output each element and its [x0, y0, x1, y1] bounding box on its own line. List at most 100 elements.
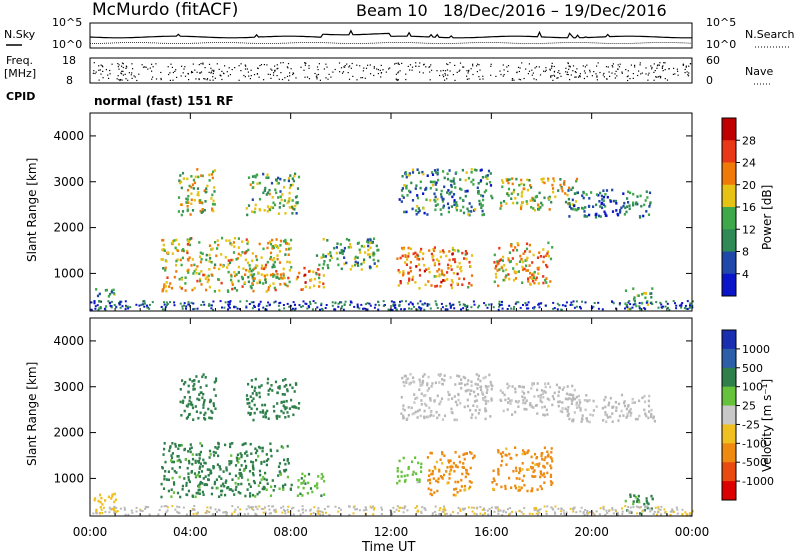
range-gate-cell: [216, 510, 218, 513]
range-gate-cell: [622, 414, 625, 417]
range-gate-cell: [619, 208, 622, 212]
range-gate-cell: [430, 413, 433, 417]
range-gate-cell: [531, 461, 534, 465]
range-gate-cell: [547, 241, 550, 245]
range-gate-cell: [430, 385, 433, 388]
range-gate-cell: [520, 178, 523, 182]
freq-point: [579, 75, 581, 77]
range-gate-cell: [176, 491, 180, 495]
range-gate-cell: [604, 205, 607, 208]
freq-point: [356, 79, 358, 81]
range-gate-cell: [452, 177, 455, 180]
freq-point: [240, 70, 242, 72]
range-gate-cell: [449, 513, 452, 516]
range-gate-cell: [550, 457, 553, 460]
range-gate-cell: [284, 240, 287, 244]
range-gate-cell: [440, 397, 444, 400]
range-gate-cell: [544, 456, 547, 459]
range-gate-cell: [476, 383, 479, 386]
range-gate-cell: [534, 278, 537, 281]
range-gate-cell: [260, 507, 263, 510]
range-gate-cell: [419, 309, 422, 311]
range-gate-cell: [459, 187, 462, 191]
range-gate-cell: [557, 394, 560, 398]
range-gate-cell: [533, 395, 536, 398]
noise-right-tick-top: 10^5: [706, 16, 736, 29]
range-gate-cell: [539, 397, 542, 400]
range-gate-cell: [292, 413, 295, 417]
range-gate-cell: [219, 468, 222, 471]
range-gate-cell: [278, 308, 281, 311]
range-gate-cell: [689, 304, 691, 307]
range-gate-cell: [282, 404, 285, 407]
range-gate-cell: [391, 513, 394, 516]
range-gate-cell: [546, 454, 549, 458]
range-gate-cell: [256, 449, 259, 452]
range-gate-cell: [545, 513, 548, 515]
range-gate-cell: [535, 276, 538, 280]
range-gate-cell: [454, 451, 457, 454]
range-gate-cell: [126, 305, 129, 308]
freq-nave-scatter: [92, 62, 692, 82]
range-gate-cell: [514, 197, 517, 200]
range-gate-cell: [611, 300, 613, 303]
range-gate-cell: [369, 238, 372, 242]
freq-point: [117, 66, 119, 68]
range-gate-cell: [205, 258, 208, 262]
range-gate-cell: [334, 505, 337, 508]
range-gate-cell: [192, 272, 195, 275]
range-gate-cell: [500, 459, 504, 463]
range-gate-cell: [512, 249, 515, 252]
range-gate-cell: [197, 511, 199, 514]
range-gate-cell: [210, 260, 213, 264]
range-gate-cell: [533, 469, 536, 472]
range-gate-cell: [490, 303, 493, 306]
range-gate-cell: [321, 266, 324, 270]
freq-point: [167, 66, 169, 68]
freq-point: [125, 65, 127, 67]
range-gate-cell: [283, 385, 286, 388]
range-gate-cell: [604, 395, 607, 399]
range-gate-cell: [468, 260, 471, 264]
scatter-region: [179, 373, 218, 421]
range-gate-cell: [209, 453, 212, 456]
range-gate-cell: [188, 303, 191, 306]
range-gate-cell: [186, 188, 190, 192]
range-gate-cell: [240, 275, 244, 279]
freq-point: [442, 69, 444, 72]
range-gate-cell: [402, 404, 405, 407]
range-gate-cell: [508, 304, 511, 307]
range-gate-cell: [241, 476, 244, 479]
freq-point: [429, 79, 431, 81]
scatter-region: [624, 493, 654, 515]
range-gate-cell: [193, 505, 196, 507]
freq-point: [551, 65, 553, 67]
range-gate-cell: [457, 393, 460, 397]
range-gate-cell: [514, 277, 518, 280]
range-gate-cell: [177, 447, 180, 450]
range-gate-cell: [145, 506, 148, 509]
range-gate-cell: [140, 304, 143, 306]
range-gate-cell: [497, 469, 500, 473]
range-gate-cell: [518, 467, 521, 470]
range-gate-cell: [529, 199, 532, 202]
range-gate-cell: [245, 305, 248, 308]
range-gate-cell: [534, 463, 537, 466]
range-gate-cell: [654, 506, 657, 509]
freq-point: [319, 79, 321, 81]
range-gate-cell: [472, 300, 475, 303]
freq-point: [94, 72, 96, 75]
range-gate-cell: [336, 242, 339, 245]
freq-point: [617, 68, 619, 70]
range-gate-cell: [161, 466, 164, 470]
freq-point: [503, 69, 505, 71]
range-gate-cell: [102, 506, 105, 509]
range-gate-cell: [557, 404, 560, 408]
range-gate-cell: [523, 483, 526, 487]
range-gate-cell: [286, 444, 289, 448]
range-gate-cell: [228, 488, 231, 491]
freq-point: [348, 66, 350, 68]
range-gate-cell: [376, 249, 379, 252]
range-gate-cell: [191, 183, 194, 186]
range-gate-cell: [275, 179, 278, 182]
